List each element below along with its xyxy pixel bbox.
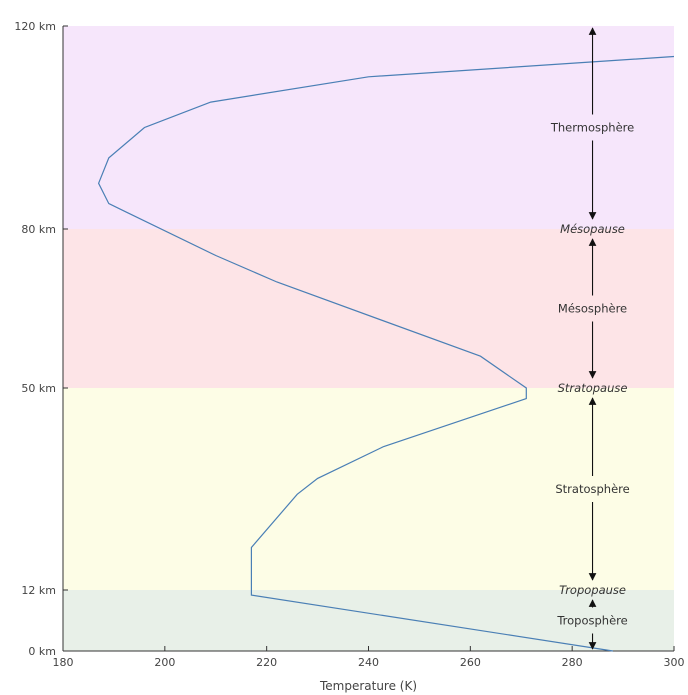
layer-annotations: Tropopause Stratopause Mésopause Troposphèr…	[550, 27, 634, 650]
x-tick-label: 240	[358, 656, 379, 669]
band-1	[63, 388, 674, 590]
boundary-label: Tropopause	[559, 583, 626, 597]
layer-bands	[63, 26, 674, 651]
x-tick-label: 200	[154, 656, 175, 669]
x-axis-label: Temperature (K)	[319, 679, 417, 693]
band-2	[63, 229, 674, 388]
x-tick-label: 220	[256, 656, 277, 669]
y-tick-label: 0 km	[28, 645, 56, 658]
boundary-label: Mésopause	[560, 222, 625, 236]
layer-label: Thermosphère	[550, 121, 634, 135]
boundary-label: Stratopause	[558, 381, 628, 395]
layer-label: Stratosphère	[555, 482, 629, 496]
band-0	[63, 590, 674, 651]
y-tick-label: 120 km	[14, 20, 56, 33]
layer-label: Troposphère	[556, 614, 627, 628]
x-tick-label: 260	[460, 656, 481, 669]
temperature-line	[97, 55, 675, 652]
x-tick-label: 300	[664, 656, 685, 669]
x-tick-label: 180	[53, 656, 74, 669]
y-tick-label: 50 km	[21, 382, 56, 395]
x-tick-label: 280	[562, 656, 583, 669]
axes: 180 200 220 240 260 280 300 0 km 12 km 50 km 80 km…	[14, 20, 684, 669]
band-3	[63, 26, 674, 229]
y-tick-label: 12 km	[21, 584, 56, 597]
temperature-profile	[97, 55, 675, 652]
y-tick-label: 80 km	[21, 223, 56, 236]
layer-label: Mésosphère	[558, 302, 627, 316]
